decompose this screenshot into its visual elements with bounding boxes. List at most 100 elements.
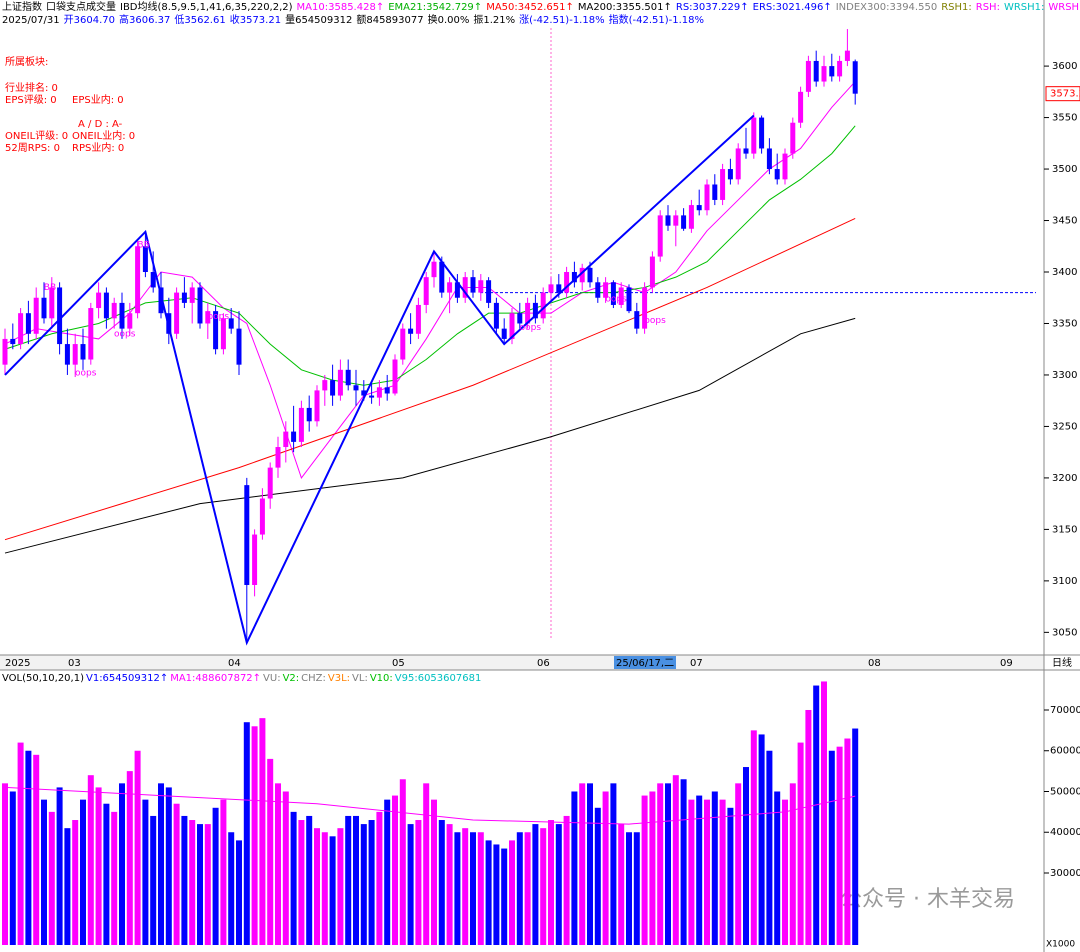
volume-bar xyxy=(17,742,24,945)
candle-body xyxy=(135,246,141,314)
date-axis-strip xyxy=(0,655,1044,670)
volume-header-item: VL: xyxy=(352,673,368,684)
volume-bar xyxy=(314,828,320,945)
volume-bar xyxy=(657,783,664,945)
candle-body xyxy=(439,261,445,293)
volume-bar xyxy=(48,811,55,945)
y-tick-label: 3350 xyxy=(1052,318,1077,329)
candle-body xyxy=(642,287,648,329)
volume-bar xyxy=(563,815,570,945)
candle-body xyxy=(759,117,765,149)
x-tick-label: 03 xyxy=(68,658,81,669)
volume-bar xyxy=(587,783,593,945)
candle-body xyxy=(127,313,133,329)
info-text: ONEIL评级: 0 xyxy=(5,130,68,142)
volume-bar xyxy=(501,848,508,945)
candle-body xyxy=(408,328,414,334)
candle-body xyxy=(384,387,390,394)
annotation: oops xyxy=(605,294,627,304)
candle-body xyxy=(571,272,577,283)
header-item: WRSH: xyxy=(1048,2,1080,13)
candle-body xyxy=(392,359,398,394)
info-text: 52周RPS: 0 xyxy=(5,142,60,154)
candle-body xyxy=(790,122,796,154)
header-item: WRSH1: xyxy=(1004,2,1044,13)
volume-header-item: CHZ: xyxy=(301,673,326,684)
annotation: oops xyxy=(520,323,542,333)
volume-bar xyxy=(805,709,812,945)
candle-body xyxy=(306,407,312,422)
volume-bar xyxy=(150,815,157,945)
candle-body xyxy=(103,292,109,319)
header-item: RSH: xyxy=(976,2,1000,13)
candle-body xyxy=(49,287,55,319)
candle-body xyxy=(330,380,336,396)
volume-bar xyxy=(415,820,422,945)
candle-body xyxy=(540,292,546,319)
volume-bar xyxy=(33,754,40,945)
header-item: ERS:3021.496↑ xyxy=(753,2,832,13)
y-tick-label: 3500 xyxy=(1052,164,1077,175)
volume-bar xyxy=(267,758,274,945)
candle-body xyxy=(688,205,694,229)
candle-body xyxy=(2,338,8,365)
volume-bar xyxy=(142,799,149,945)
volume-bar xyxy=(204,824,211,945)
candle-body xyxy=(727,169,733,180)
volume-bar xyxy=(438,820,445,945)
header-item: 低3562.61 xyxy=(174,13,225,26)
volume-bar xyxy=(454,832,461,945)
volume-bar xyxy=(103,803,110,945)
annotation: oops xyxy=(644,316,666,326)
volume-bar xyxy=(337,828,344,945)
candle-body xyxy=(564,272,570,293)
candle-body xyxy=(821,66,827,82)
last-price-label: 3573.2 xyxy=(1050,89,1080,100)
candle-body xyxy=(189,287,195,303)
candle-body xyxy=(267,467,273,499)
x-tick-label: 08 xyxy=(868,658,881,669)
volume-bar xyxy=(259,718,266,945)
volume-bar xyxy=(134,750,141,945)
candle-body xyxy=(805,60,811,92)
candle-body xyxy=(244,485,250,585)
volume-bar xyxy=(64,828,71,945)
y-tick-label: 3050 xyxy=(1052,627,1077,638)
volume-bar xyxy=(275,783,281,945)
candle-body xyxy=(80,344,86,360)
volume-bar xyxy=(758,734,765,945)
volume-bar xyxy=(477,832,484,945)
volume-bar xyxy=(555,824,562,945)
volume-header-item: V95:6053607681 xyxy=(395,673,482,684)
header-item: MA10:3585.428↑ xyxy=(297,2,385,13)
candle-body xyxy=(72,344,78,365)
header-item: EMA21:3542.729↑ xyxy=(388,2,482,13)
candle-body xyxy=(665,215,671,226)
header-item: INDEX300:3394.550 xyxy=(836,2,937,13)
candle-body xyxy=(369,395,375,398)
candle-body xyxy=(298,407,304,442)
watermark: 公众号 · 木羊交易 xyxy=(840,887,1015,912)
volume-bar xyxy=(462,828,469,945)
y-tick-label: 3550 xyxy=(1052,113,1077,124)
volume-bar xyxy=(290,811,297,945)
volume-bar xyxy=(688,799,695,945)
volume-bar xyxy=(571,791,578,945)
candle-body xyxy=(478,280,484,293)
volume-header-item: V2: xyxy=(283,673,300,684)
candle-body xyxy=(532,302,538,319)
header-item: 收3573.21 xyxy=(230,13,281,26)
volume-bar xyxy=(766,750,773,945)
candle-body xyxy=(228,318,234,329)
volume-bar xyxy=(119,783,125,945)
moving-average-line xyxy=(4,218,856,541)
candle-body xyxy=(626,287,632,312)
candle-body xyxy=(96,292,102,309)
volume-unit: X1000 xyxy=(1046,940,1075,950)
header-item: IBD均线(8.5,9.5,1,41,6,35,220,2,2) xyxy=(120,0,293,13)
volume-bar xyxy=(87,775,94,945)
y-tick-label: 300000 xyxy=(1050,868,1080,879)
header-item: RSH1: xyxy=(941,2,972,13)
volume-bar xyxy=(719,799,726,945)
